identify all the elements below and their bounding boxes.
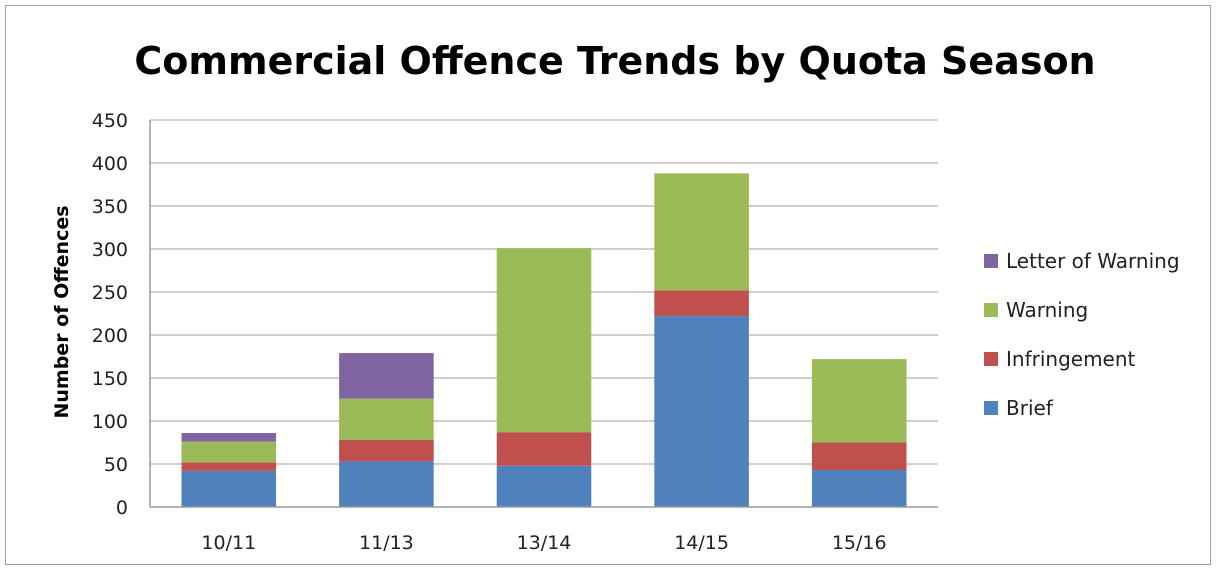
y-tick-label: 350 — [92, 196, 128, 218]
y-tick-label: 200 — [92, 325, 128, 347]
x-tick-label: 11/13 — [359, 532, 414, 554]
axes — [149, 120, 938, 508]
bar-segment — [339, 461, 434, 507]
bar-segment — [654, 290, 749, 317]
chart-title: Commercial Offence Trends by Quota Seaso… — [134, 39, 1095, 83]
legend: Letter of Warning Warning Infringement Brie… — [984, 249, 1180, 420]
legend-swatch — [984, 352, 998, 366]
bar-segment — [811, 442, 907, 471]
x-tick-labels: 10/11 11/13 13/14 14/15 15/16 — [201, 532, 886, 554]
bar-segment — [339, 439, 434, 462]
bar-segment — [496, 248, 592, 433]
y-tick-label: 100 — [92, 411, 128, 433]
x-tick-label: 10/11 — [201, 532, 256, 554]
bar-segment — [339, 353, 434, 399]
bar-segment — [811, 470, 907, 507]
y-tick-label: 250 — [92, 282, 128, 304]
legend-swatch — [984, 401, 998, 415]
legend-item: Warning — [1006, 298, 1088, 322]
legend-item: Infringement — [1006, 347, 1136, 371]
bar-segment — [181, 470, 277, 507]
legend-swatch — [984, 254, 998, 268]
y-tick-label: 0 — [116, 497, 128, 519]
bar-segment — [654, 316, 749, 507]
y-tick-labels: 0 50 100 150 200 250 300 350 400 450 — [92, 110, 128, 519]
legend-swatch — [984, 303, 998, 317]
y-tick-label: 450 — [92, 110, 128, 132]
y-tick-label: 50 — [104, 454, 128, 476]
bar-segment — [181, 433, 277, 442]
bar-segment — [654, 173, 749, 291]
y-tick-label: 300 — [92, 239, 128, 261]
bar-segment — [339, 398, 434, 440]
legend-item: Letter of Warning — [1006, 249, 1180, 273]
bar-segment — [811, 359, 907, 443]
legend-item: Brief — [1006, 396, 1054, 420]
x-tick-label: 15/16 — [832, 532, 887, 554]
y-tick-label: 400 — [92, 153, 128, 175]
bar-segment — [181, 441, 277, 463]
y-axis-label: Number of Offences — [51, 205, 73, 418]
bar-segment — [181, 462, 277, 471]
bar-segment — [496, 432, 592, 466]
y-tick-label: 150 — [92, 368, 128, 390]
x-tick-label: 13/14 — [517, 532, 572, 554]
x-tick-label: 14/15 — [674, 532, 729, 554]
bars — [181, 173, 907, 507]
bar-segment — [496, 465, 592, 507]
